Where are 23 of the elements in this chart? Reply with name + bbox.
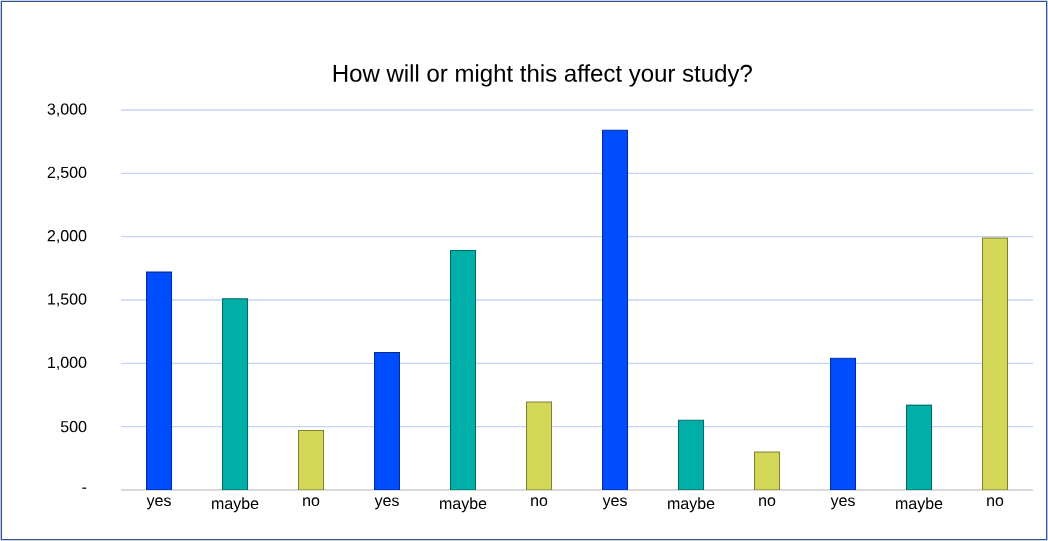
y-tick-label: 1,500 <box>48 293 87 307</box>
x-tick-label: yes <box>602 497 627 510</box>
chart-title: How will or might this affect your study? <box>333 64 752 87</box>
y-tick-label: 3,000 <box>47 103 87 117</box>
x-tick-label: no <box>303 497 320 507</box>
bar <box>829 357 857 490</box>
x-tick-label: maybe <box>212 497 259 513</box>
y-tick-label: 2,500 <box>47 166 87 180</box>
y-tick-label: 1,000 <box>48 356 87 370</box>
x-tick-label: yes <box>374 497 399 510</box>
bar <box>753 451 781 490</box>
y-tick-label: 500 <box>60 420 87 433</box>
x-tick-label: maybe <box>440 497 487 513</box>
x-tick-label: maybe <box>668 497 715 513</box>
x-tick-label: yes <box>830 497 855 510</box>
y-tick-label: - <box>82 487 87 489</box>
x-tick-label: no <box>531 497 548 507</box>
x-tick-label: no <box>987 497 1004 507</box>
x-tick-label: yes <box>146 497 171 510</box>
bar <box>373 352 401 490</box>
y-tick-label: 2,000 <box>47 230 87 244</box>
x-tick-label: maybe <box>896 497 943 513</box>
x-tick-label: no <box>759 497 776 507</box>
